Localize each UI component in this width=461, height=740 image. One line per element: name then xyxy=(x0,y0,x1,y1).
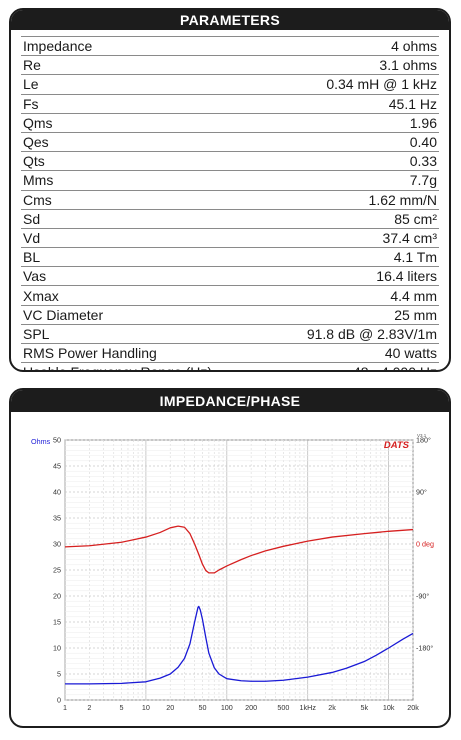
y-tick-label: 10 xyxy=(53,644,61,653)
parameter-value: 0.40 xyxy=(409,134,437,151)
parameter-row: SPL 91.8 dB @ 2.83V/1m xyxy=(21,325,439,344)
parameter-row: Mms 7.7g xyxy=(21,171,439,191)
y-axis-label: Ohms xyxy=(31,437,51,446)
parameter-value: 4.1 Tm xyxy=(393,249,437,266)
y-tick-label: 30 xyxy=(53,540,61,549)
parameter-value: 48 - 4,000 Hz xyxy=(353,364,439,370)
y-tick-label: 5 xyxy=(57,670,61,679)
version-mark: V3.1 xyxy=(417,433,427,438)
parameter-row: Qes 0.40 xyxy=(21,133,439,153)
x-tick-label: 500 xyxy=(277,703,289,712)
impedance-phase-panel: IMPEDANCE/PHASE 0 5 10 15 20 25 30 35 40 45 50 1 2 5 1… xyxy=(9,388,451,728)
parameters-title: PARAMETERS xyxy=(11,10,449,30)
parameter-name: Vd xyxy=(23,229,41,246)
parameter-row: Vd 37.4 cm³ xyxy=(21,229,439,249)
parameter-name: Mms xyxy=(23,172,54,189)
parameter-value: 25 mm xyxy=(394,306,437,323)
parameter-name: Qes xyxy=(23,134,49,151)
parameter-row: VC Diameter 25 mm xyxy=(21,306,439,325)
parameters-table: Impedance 4 ohms Re 3.1 ohms Le 0.34 mH @ 1 k… xyxy=(21,36,439,370)
parameter-value: 1.62 mm/N xyxy=(368,191,437,208)
parameter-row: Re 3.1 ohms xyxy=(21,56,439,76)
x-tick-label: 10 xyxy=(142,703,150,712)
brand-logo: DATS xyxy=(384,440,410,451)
x-tick-label: 5 xyxy=(120,703,124,712)
y2-tick-label: 90° xyxy=(416,488,427,497)
parameter-value: 4.4 mm xyxy=(390,287,437,304)
x-tick-label: 200 xyxy=(245,703,257,712)
x-tick-label: 1 xyxy=(63,703,67,712)
parameter-row: Fs 45.1 Hz xyxy=(21,95,439,114)
impedance-curve xyxy=(65,605,414,685)
x-tick-label: 1kHz xyxy=(300,703,317,712)
y-tick-label: 0 xyxy=(57,696,61,705)
parameter-name: Qms xyxy=(23,114,53,131)
parameters-panel: PARAMETERS Impedance 4 ohms Re 3.1 ohms Le 0.… xyxy=(9,8,451,372)
parameter-name: Vas xyxy=(23,268,47,285)
parameter-value: 0.33 xyxy=(409,153,437,170)
parameter-row: BL 4.1 Tm xyxy=(21,248,439,268)
parameter-name: BL xyxy=(23,249,41,266)
y2-tick-label: -180° xyxy=(416,644,433,653)
parameter-name: Re xyxy=(23,57,41,74)
x-tick-label: 20 xyxy=(166,703,174,712)
y-tick-label: 20 xyxy=(53,592,61,601)
impedance-phase-title: IMPEDANCE/PHASE xyxy=(11,390,449,412)
parameter-row: Le 0.34 mH @ 1 kHz xyxy=(21,75,439,95)
parameter-name: Impedance xyxy=(23,38,93,55)
y2-tick-label: 180° xyxy=(416,436,431,445)
parameter-row: Qts 0.33 xyxy=(21,152,439,172)
y-tick-label: 50 xyxy=(53,436,61,445)
y-tick-label: 25 xyxy=(53,566,61,575)
y-tick-label: 35 xyxy=(53,514,61,523)
x-tick-label: 20k xyxy=(407,703,419,712)
parameter-name: Le xyxy=(23,76,39,93)
parameter-value: 4 ohms xyxy=(391,38,437,55)
parameter-row: Qms 1.96 xyxy=(21,114,439,133)
parameter-row: Cms 1.62 mm/N xyxy=(21,191,439,210)
parameter-name: Usable Frequency Range (Hz) xyxy=(21,364,212,370)
parameter-value: 3.1 ohms xyxy=(379,57,437,74)
x-tick-label: 100 xyxy=(221,703,233,712)
parameter-value: 45.1 Hz xyxy=(388,95,437,112)
x-tick-label: 2 xyxy=(87,703,91,712)
parameter-name: Sd xyxy=(23,210,41,227)
x-tick-label: 50 xyxy=(198,703,206,712)
parameter-name: Xmax xyxy=(23,287,59,304)
parameter-value: 37.4 cm³ xyxy=(382,229,437,246)
parameter-value: 1.96 xyxy=(409,114,437,131)
parameter-name: Qts xyxy=(23,153,45,170)
y2-tick-label: -90° xyxy=(416,592,429,601)
parameter-name: Fs xyxy=(23,95,39,112)
parameter-value: 40 watts xyxy=(384,345,437,362)
parameter-value: 7.7g xyxy=(409,172,437,189)
parameter-name: Cms xyxy=(23,191,52,208)
parameter-row: Xmax 4.4 mm xyxy=(21,286,439,306)
parameter-value: 0.34 mH @ 1 kHz xyxy=(326,76,437,93)
y2-tick-label: 0 deg xyxy=(416,540,434,549)
parameter-value: 16.4 liters xyxy=(376,268,437,285)
parameter-row: RMS Power Handling 40 watts xyxy=(21,344,439,364)
x-tick-label: 5k xyxy=(360,703,368,712)
parameter-row: Usable Frequency Range (Hz) 48 - 4,000 Hz xyxy=(21,363,439,370)
parameter-row: Impedance 4 ohms xyxy=(21,36,439,57)
parameter-name: RMS Power Handling xyxy=(23,345,157,362)
x-tick-label: 2k xyxy=(328,703,336,712)
parameter-name: VC Diameter xyxy=(23,306,104,323)
parameter-value: 85 cm² xyxy=(394,210,437,227)
parameter-row: Sd 85 cm² xyxy=(21,210,439,229)
y-tick-label: 15 xyxy=(53,618,61,627)
x-tick-label: 10k xyxy=(383,703,395,712)
parameter-value: 91.8 dB @ 2.83V/1m xyxy=(306,325,437,342)
y-tick-label: 45 xyxy=(53,462,61,471)
parameter-name: SPL xyxy=(23,325,50,342)
phase-curve xyxy=(64,525,414,574)
parameter-row: Vas 16.4 liters xyxy=(21,267,439,287)
y-tick-label: 40 xyxy=(53,488,61,497)
